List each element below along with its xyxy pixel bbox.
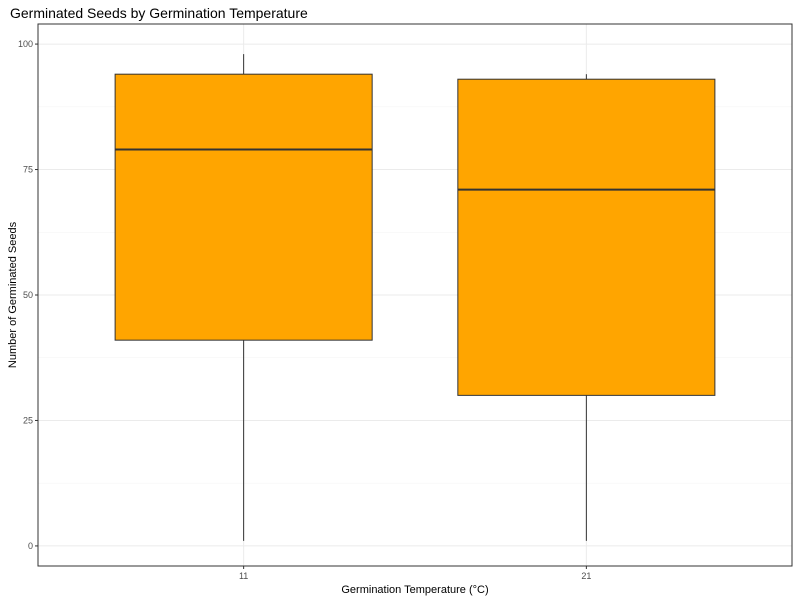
chart-title: Germinated Seeds by Germination Temperat… — [10, 5, 308, 21]
y-axis-title: Number of Germinated Seeds — [7, 221, 19, 368]
box-iqr — [114, 73, 373, 341]
x-tick-label: 11 — [239, 571, 248, 581]
y-tick-label: 100 — [18, 39, 33, 49]
x-axis-title: Germination Temperature (°C) — [341, 584, 488, 596]
axis-layer: 0 25 50 75 100 11 21 — [18, 39, 591, 581]
y-tick-label: 50 — [23, 290, 33, 300]
box-layer — [114, 54, 716, 541]
box-iqr — [457, 78, 716, 396]
box-group-11 — [114, 54, 373, 541]
y-tick-label: 0 — [28, 541, 33, 551]
y-tick-label: 75 — [23, 165, 33, 175]
y-tick-label: 25 — [23, 415, 33, 425]
x-tick-label: 21 — [581, 571, 591, 581]
box-group-21 — [457, 74, 716, 541]
